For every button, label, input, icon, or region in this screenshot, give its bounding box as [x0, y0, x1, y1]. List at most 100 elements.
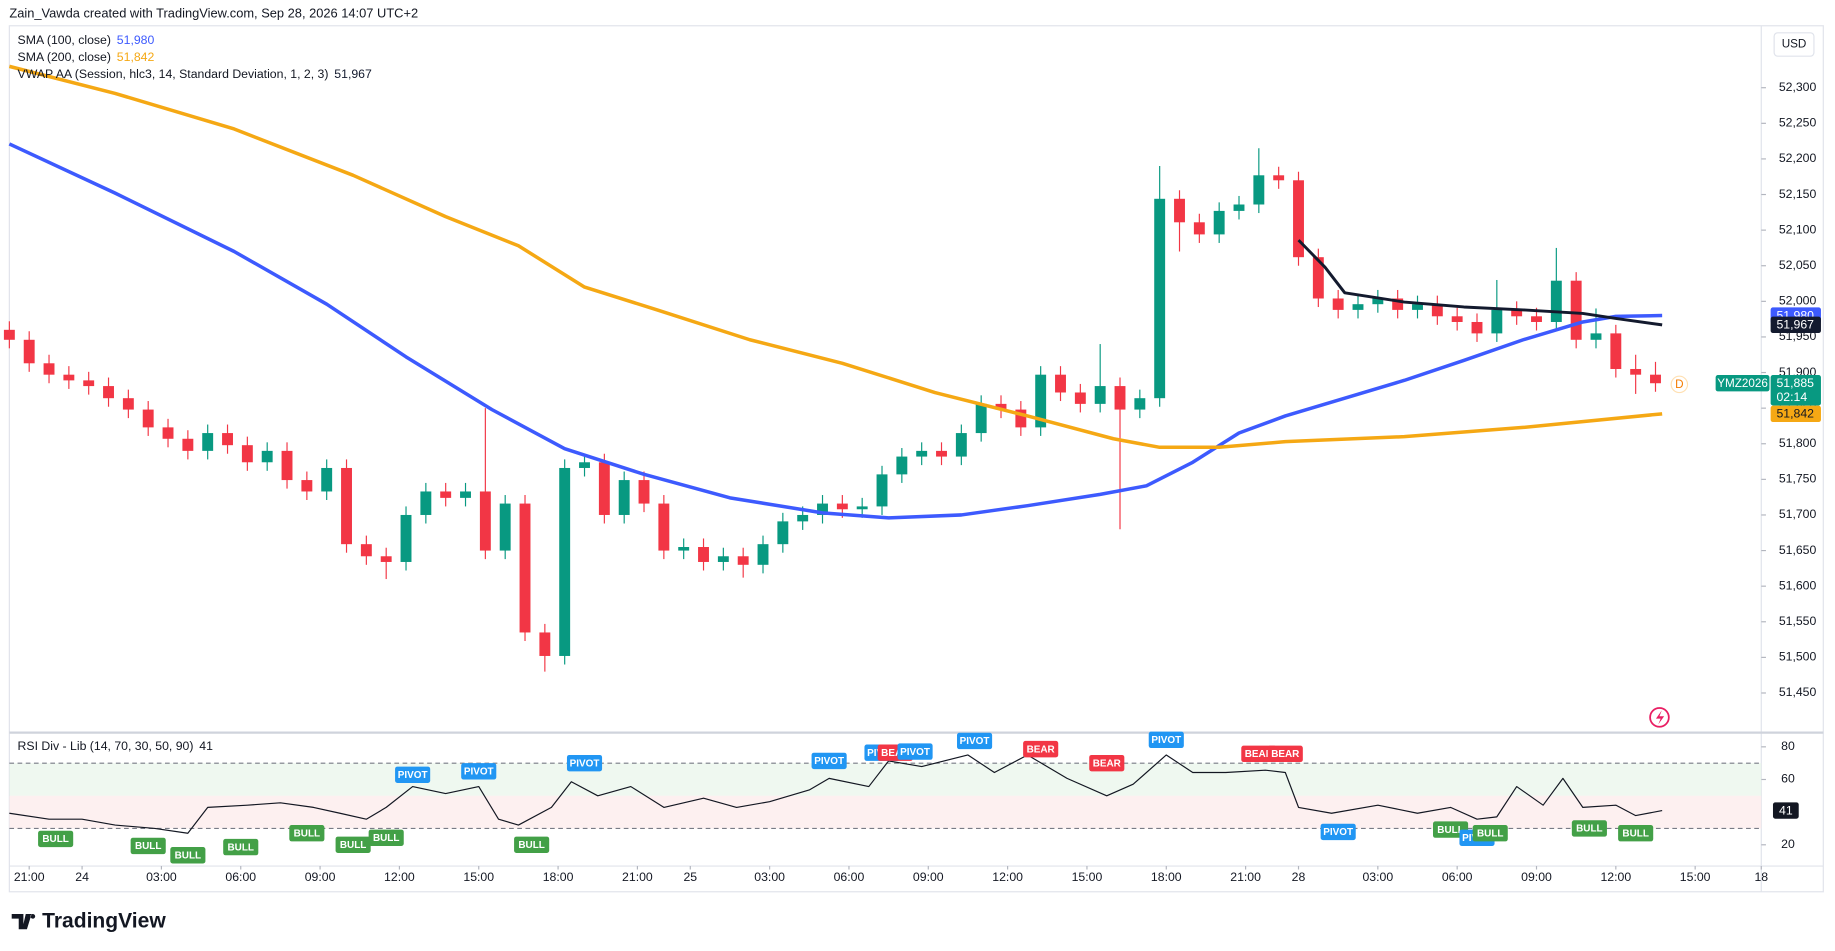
signal-marker: BULL	[170, 847, 206, 864]
session-badge	[1670, 375, 1689, 394]
candle-body	[559, 467, 571, 656]
candle-body	[103, 386, 114, 399]
signal-marker: BULL	[38, 830, 74, 848]
candle-body	[1273, 175, 1285, 181]
candle-body	[757, 544, 769, 565]
candle-body	[539, 632, 551, 656]
candle-body	[380, 556, 392, 562]
candle-body	[1491, 309, 1503, 334]
candle-body	[420, 491, 432, 515]
time-tick-label: 06:00	[1442, 870, 1473, 884]
candle-body	[1531, 316, 1542, 322]
signal-label: PIVOT	[464, 767, 494, 778]
countdown-label: 02:14	[1776, 390, 1807, 404]
last-price-label: 51,885	[1776, 376, 1814, 390]
signal-label: BULL	[340, 840, 367, 851]
candle-body	[797, 514, 809, 522]
candle-body	[162, 427, 174, 439]
candle-body	[1174, 198, 1185, 223]
price-tick-label: 52,000	[1779, 294, 1817, 308]
signal-marker: BULL	[1571, 820, 1607, 837]
flash-icon[interactable]	[1649, 707, 1670, 728]
time-tick-label: 18:00	[543, 870, 574, 884]
signal-label: BEAR	[1027, 744, 1055, 755]
price-tick-label: 51,550	[1779, 614, 1817, 628]
candle-body	[1293, 180, 1304, 258]
signal-label: BULL	[227, 842, 254, 853]
candle-body	[916, 450, 928, 457]
last-price-box	[1770, 375, 1821, 406]
legend-value: 41	[199, 739, 213, 753]
candle-body	[3, 329, 15, 340]
candle-body	[737, 556, 749, 565]
signal-box	[514, 836, 550, 853]
signal-label: PIVOT	[570, 758, 600, 769]
price-tick-label: 51,600	[1779, 578, 1817, 592]
candle-body	[1590, 333, 1602, 340]
currency-button[interactable]	[1773, 32, 1815, 57]
signal-box	[395, 766, 431, 783]
signal-marker: BULL	[223, 838, 259, 856]
signal-label: PIVOT	[1323, 827, 1353, 838]
signal-marker: BULL	[514, 836, 550, 853]
candle-body	[1471, 321, 1483, 334]
chart-frame	[8, 25, 1824, 893]
candle-body	[43, 363, 55, 375]
candle-body	[341, 467, 352, 545]
flash-circle[interactable]	[1649, 707, 1670, 728]
signal-box	[335, 836, 371, 853]
time-tick-label: 03:00	[754, 870, 785, 884]
candle-body	[1074, 392, 1086, 404]
candle-body	[1233, 204, 1245, 211]
candle-body	[23, 339, 35, 364]
signal-marker: BULL	[289, 825, 325, 842]
candle-body	[1451, 316, 1463, 322]
candle-body	[281, 450, 293, 481]
signal-marker: PIVOT	[461, 763, 497, 780]
time-tick-label: 12:00	[992, 870, 1023, 884]
candle-body	[777, 521, 789, 545]
rsi-line	[9, 754, 1663, 834]
rsi-tick-label: 20	[1781, 837, 1795, 851]
signal-marker: PIVOT	[1320, 823, 1356, 841]
price-tick-label: 52,300	[1779, 80, 1817, 94]
candle-body	[896, 456, 908, 475]
signal-marker: BEAR	[1267, 745, 1303, 763]
candle-body	[698, 547, 709, 562]
time-tick-label: 24	[75, 870, 89, 884]
signal-marker: BULL	[335, 836, 371, 853]
signal-box	[1571, 820, 1607, 837]
signal-marker: PIVOT	[395, 766, 431, 783]
price-tick-label: 52,200	[1779, 151, 1817, 165]
legend-name: SMA (200, close)	[18, 50, 111, 64]
price-tick-label: 51,450	[1779, 685, 1817, 699]
candle-body	[142, 409, 154, 428]
indicator-line	[1297, 239, 1663, 327]
rsi-tick-label: 80	[1781, 739, 1795, 753]
signal-label: BULL	[42, 834, 69, 845]
time-tick-label: 12:00	[1600, 870, 1631, 884]
signal-marker: PIVOT	[566, 754, 603, 772]
price-axis-label-box	[1770, 316, 1821, 334]
signal-marker: BEAR	[1241, 745, 1277, 763]
signal-label: BULL	[294, 828, 321, 839]
signal-box	[811, 752, 847, 770]
rsi-value-label: 41	[1779, 803, 1793, 817]
price-tick-label: 51,750	[1779, 472, 1817, 486]
signal-box	[130, 837, 166, 855]
candle-body	[301, 480, 313, 492]
candle-body	[817, 503, 828, 515]
candle-body	[400, 514, 412, 562]
signal-label: BEAR	[1271, 749, 1299, 760]
rsi-value-box	[1772, 802, 1799, 819]
candle-body	[1372, 298, 1384, 305]
candle-body	[222, 433, 233, 446]
rsi-upper-band	[9, 763, 1762, 796]
price-tick-label: 51,800	[1779, 436, 1817, 450]
signal-box	[1089, 754, 1125, 772]
candle-body	[63, 374, 75, 381]
candle-body	[876, 474, 888, 507]
signal-label: BULL	[1437, 825, 1464, 836]
candle-body	[936, 450, 947, 457]
